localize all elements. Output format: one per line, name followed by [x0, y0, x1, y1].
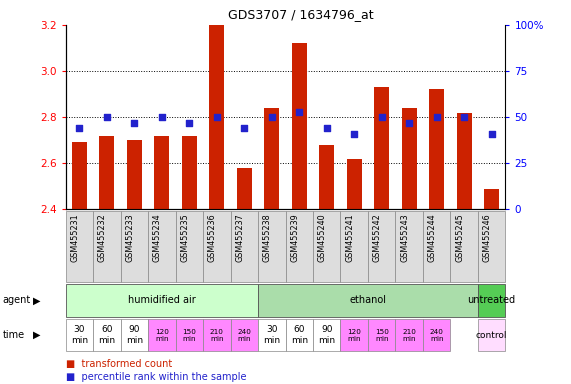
Text: GDS3707 / 1634796_at: GDS3707 / 1634796_at [228, 8, 374, 21]
Text: GSM455233: GSM455233 [126, 213, 134, 262]
Point [432, 114, 441, 120]
Point [157, 114, 166, 120]
Text: untreated: untreated [468, 295, 516, 306]
Point [267, 114, 276, 120]
Bar [374, 87, 389, 209]
Text: agent: agent [3, 295, 31, 306]
Text: 240
min: 240 min [430, 329, 444, 341]
Text: humidified air: humidified air [128, 295, 196, 306]
Text: GSM455235: GSM455235 [180, 213, 190, 262]
Point [322, 125, 331, 131]
Text: ■  transformed count: ■ transformed count [66, 359, 172, 369]
Text: GSM455245: GSM455245 [455, 213, 464, 262]
Text: 120
min: 120 min [347, 329, 361, 341]
Bar [237, 168, 252, 209]
Text: 90
min: 90 min [126, 325, 143, 345]
Text: control: control [476, 331, 508, 339]
Text: GSM455243: GSM455243 [400, 213, 409, 262]
Text: GSM455242: GSM455242 [373, 213, 381, 262]
Text: 60
min: 60 min [98, 325, 115, 345]
Text: GSM455241: GSM455241 [345, 213, 354, 262]
Bar [99, 136, 114, 209]
Text: 30
min: 30 min [263, 325, 280, 345]
Point [405, 119, 414, 126]
Text: GSM455236: GSM455236 [208, 213, 217, 262]
Text: 210
min: 210 min [402, 329, 416, 341]
Bar [429, 89, 444, 209]
Text: ethanol: ethanol [349, 295, 387, 306]
Point [130, 119, 139, 126]
Text: GSM455237: GSM455237 [235, 213, 244, 262]
Text: 150
min: 150 min [182, 329, 196, 341]
Text: 90
min: 90 min [318, 325, 335, 345]
Text: GSM455246: GSM455246 [482, 213, 492, 262]
Bar [182, 136, 197, 209]
Text: time: time [3, 330, 25, 340]
Text: 120
min: 120 min [155, 329, 169, 341]
Text: 60
min: 60 min [291, 325, 308, 345]
Text: GSM455239: GSM455239 [290, 213, 299, 262]
Bar [484, 189, 499, 209]
Point [75, 125, 84, 131]
Bar [401, 108, 417, 209]
Text: 240
min: 240 min [238, 329, 251, 341]
Text: GSM455231: GSM455231 [70, 213, 79, 262]
Text: 150
min: 150 min [375, 329, 389, 341]
Text: 30
min: 30 min [71, 325, 88, 345]
Text: GSM455244: GSM455244 [428, 213, 437, 262]
Point [377, 114, 386, 120]
Bar [72, 142, 87, 209]
Bar [319, 145, 334, 209]
Point [102, 114, 111, 120]
Bar [264, 108, 279, 209]
Bar [127, 140, 142, 209]
Bar [347, 159, 362, 209]
Point [487, 131, 496, 137]
Point [349, 131, 359, 137]
Text: GSM455238: GSM455238 [263, 213, 272, 262]
Bar [209, 25, 224, 209]
Point [295, 109, 304, 115]
Text: 210
min: 210 min [210, 329, 224, 341]
Point [185, 119, 194, 126]
Text: GSM455234: GSM455234 [153, 213, 162, 262]
Bar [154, 136, 170, 209]
Text: ■  percentile rank within the sample: ■ percentile rank within the sample [66, 372, 246, 382]
Text: ▶: ▶ [33, 295, 41, 306]
Text: ▶: ▶ [33, 330, 41, 340]
Point [240, 125, 249, 131]
Bar [457, 113, 472, 209]
Text: GSM455240: GSM455240 [317, 213, 327, 262]
Text: GSM455232: GSM455232 [98, 213, 107, 262]
Bar [292, 43, 307, 209]
Point [460, 114, 469, 120]
Point [212, 114, 222, 120]
